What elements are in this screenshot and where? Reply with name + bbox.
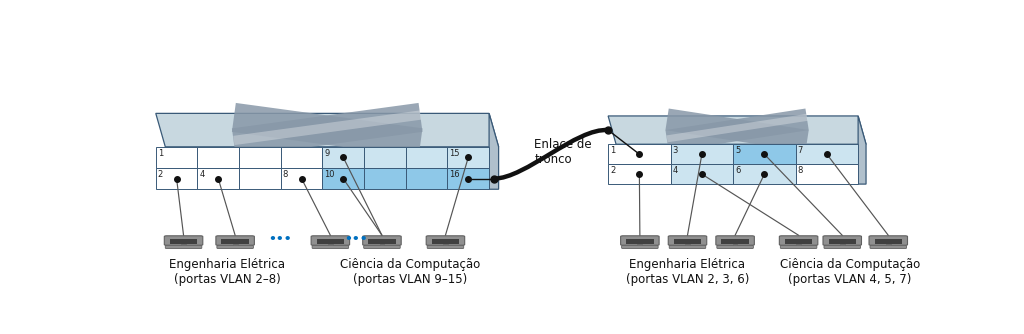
Polygon shape [489,113,499,189]
Bar [874,238,902,244]
FancyBboxPatch shape [621,236,659,245]
Text: 5: 5 [735,146,740,155]
Text: 8: 8 [283,170,288,179]
Bar [365,168,406,189]
Bar [406,147,447,168]
Text: 10: 10 [325,170,335,179]
Text: Ciência da Computação
(portas VLAN 4, 5, 7): Ciência da Computação (portas VLAN 4, 5,… [780,258,921,286]
Text: 2: 2 [610,166,615,175]
Text: 4: 4 [200,170,205,179]
Bar [796,164,858,184]
FancyBboxPatch shape [824,245,860,248]
Bar [323,168,365,189]
Bar [733,144,796,164]
Text: Engenharia Elétrica
(portas VLAN 2–8): Engenharia Elétrica (portas VLAN 2–8) [169,258,286,286]
Bar [369,238,395,244]
FancyBboxPatch shape [669,236,707,245]
Text: Ciência da Computação
(portas VLAN 9–15): Ciência da Computação (portas VLAN 9–15) [340,258,480,286]
Polygon shape [608,116,866,144]
Bar [443,244,447,246]
Bar [608,144,671,164]
Bar [671,164,733,184]
Polygon shape [858,116,866,184]
Bar [170,238,198,244]
Text: 4: 4 [673,166,678,175]
Bar [608,164,671,184]
Bar [156,147,198,168]
Bar [365,147,406,168]
Bar [785,238,812,244]
Bar [447,168,489,189]
Bar [886,244,891,246]
FancyBboxPatch shape [622,245,658,248]
Bar [198,147,239,168]
FancyBboxPatch shape [670,245,706,248]
Bar [796,144,858,164]
FancyBboxPatch shape [362,236,401,245]
Text: 7: 7 [798,146,803,155]
FancyBboxPatch shape [426,236,465,245]
FancyBboxPatch shape [716,236,755,245]
Bar [406,168,447,189]
Bar [733,164,796,184]
Text: •••: ••• [344,233,368,246]
Bar [198,168,239,189]
FancyBboxPatch shape [823,236,861,245]
Bar [828,238,856,244]
FancyBboxPatch shape [717,245,754,248]
FancyBboxPatch shape [869,236,907,245]
Bar [627,238,653,244]
Text: 3: 3 [673,146,678,155]
FancyBboxPatch shape [164,236,203,245]
Text: 8: 8 [798,166,803,175]
Bar [447,147,489,168]
Bar [638,244,642,246]
Text: 9: 9 [325,149,330,158]
Bar [232,244,238,246]
Bar [328,244,333,246]
Text: Engenharia Elétrica
(portas VLAN 2, 3, 6): Engenharia Elétrica (portas VLAN 2, 3, 6… [626,258,750,286]
Bar [733,244,737,246]
Bar [840,244,845,246]
Text: 1: 1 [158,149,163,158]
Bar [432,238,459,244]
Bar [323,147,365,168]
FancyBboxPatch shape [364,245,400,248]
FancyBboxPatch shape [312,245,348,248]
Text: •••: ••• [268,233,292,246]
Text: Enlace de
tronco: Enlace de tronco [535,138,592,166]
Bar [240,147,281,168]
Polygon shape [156,113,499,147]
FancyBboxPatch shape [427,245,464,248]
Bar [240,168,281,189]
Text: 6: 6 [735,166,740,175]
Bar [797,244,801,246]
Text: 16: 16 [450,170,460,179]
FancyBboxPatch shape [779,236,818,245]
Text: 1: 1 [610,146,615,155]
Bar [722,238,749,244]
FancyBboxPatch shape [216,236,254,245]
Bar [685,244,690,246]
Text: 15: 15 [450,149,460,158]
FancyBboxPatch shape [217,245,253,248]
Bar [671,144,733,164]
Bar [674,238,701,244]
Text: 2: 2 [158,170,163,179]
FancyBboxPatch shape [165,245,202,248]
FancyBboxPatch shape [870,245,906,248]
Bar [316,238,344,244]
Bar [156,168,198,189]
Bar [380,244,384,246]
Bar [221,238,249,244]
FancyBboxPatch shape [780,245,817,248]
Bar [281,168,323,189]
FancyBboxPatch shape [311,236,349,245]
Bar [281,147,323,168]
Bar [181,244,186,246]
